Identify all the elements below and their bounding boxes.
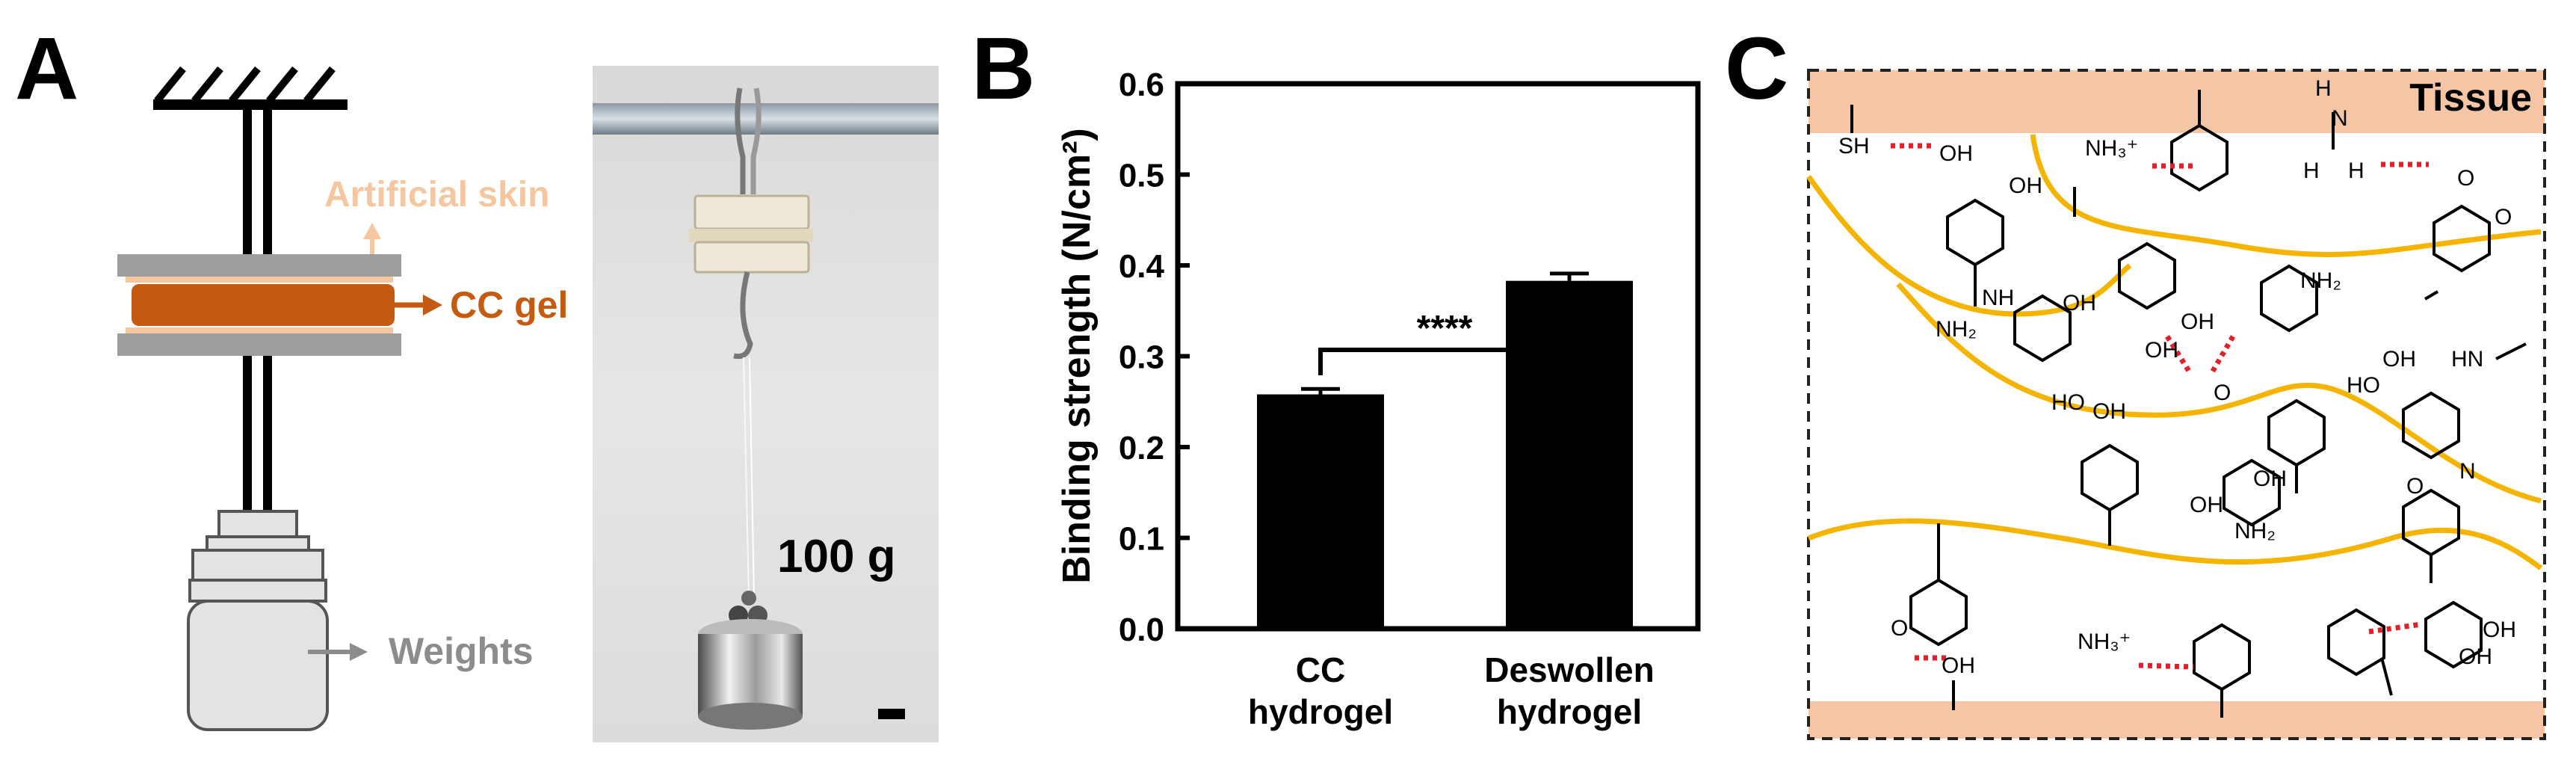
svg-text:NH₂: NH₂ <box>1936 317 1977 342</box>
aromatic-rings <box>1909 123 2491 692</box>
svg-text:OH: OH <box>2063 291 2096 315</box>
svg-text:OH: OH <box>2382 347 2416 372</box>
cc-gel-arrow <box>423 295 442 315</box>
diagram-frame <box>1807 69 2546 740</box>
y-tick-label: 0.6 <box>1119 67 1164 103</box>
svg-text:NH: NH <box>1982 286 2014 310</box>
weights-label: Weights <box>389 630 534 672</box>
bars <box>1257 271 1633 629</box>
svg-text:OH: OH <box>2459 644 2492 669</box>
tissue-label: Tissue <box>2409 76 2532 120</box>
svg-text:NH₃⁺: NH₃⁺ <box>2078 629 2131 654</box>
scale-bar <box>878 709 905 719</box>
adhesion-mechanism-diagram: Tissue <box>1806 69 2546 740</box>
y-tick-label: 0.1 <box>1119 521 1164 558</box>
svg-text:HO: HO <box>2051 390 2085 415</box>
artificial-skin-label: Artificial skin <box>324 175 549 215</box>
y-axis-label: Binding strength (N/cm²) <box>1055 128 1099 584</box>
lower-plate <box>117 333 401 356</box>
svg-text:H: H <box>2315 76 2332 101</box>
tensile-test-schematic: Artificial skin CC gel Weights <box>117 66 568 731</box>
svg-text:NH₂: NH₂ <box>2234 519 2276 543</box>
panel-b-letter: B <box>972 19 1035 118</box>
svg-text:HO: HO <box>2347 373 2380 398</box>
panel-a-letter: A <box>15 19 78 118</box>
svg-text:OH: OH <box>2253 466 2287 491</box>
bar <box>1257 394 1384 629</box>
x-category-label: CC <box>1296 650 1345 689</box>
svg-text:NH₂: NH₂ <box>2300 268 2341 293</box>
svg-text:H: H <box>2303 158 2320 183</box>
significance-label: **** <box>1417 309 1473 348</box>
tissue-bottom <box>1809 701 2545 739</box>
y-axis-ticks: 0.0 0.1 0.2 0.3 0.4 0.5 0.6 <box>1119 67 1190 648</box>
artificial-skin-bottom <box>126 327 393 333</box>
y-tick-label: 0.5 <box>1119 158 1164 194</box>
artificial-skin-top <box>126 277 393 283</box>
weight-body <box>187 600 329 731</box>
svg-text:OH: OH <box>1939 141 1973 166</box>
cc-gel-label: CC gel <box>450 284 568 326</box>
y-tick-label: 0.4 <box>1119 248 1165 285</box>
svg-text:O: O <box>2457 166 2474 191</box>
significance-bracket <box>1318 348 1572 375</box>
binding-strength-bar-chart: 0.00.10.20.30.40.50.6 CChydrogelDeswolle… <box>1055 67 1701 731</box>
svg-text:O: O <box>2406 474 2424 499</box>
svg-text:H: H <box>2348 158 2365 183</box>
bonds <box>1850 90 2527 718</box>
weights-arrow <box>350 643 368 661</box>
polymer-chains <box>1806 134 2543 570</box>
mass-label: 100 g <box>777 531 896 582</box>
x-category-label: hydrogel <box>1497 692 1642 731</box>
tissue-top <box>1809 70 2545 133</box>
y-tick-label: 0.3 <box>1119 339 1164 376</box>
panel-c-letter: C <box>1725 19 1788 118</box>
svg-text:O: O <box>1891 616 1908 641</box>
cc-gel-block <box>132 284 395 326</box>
svg-text:OH: OH <box>2181 310 2214 334</box>
x-category-label: Deswollen <box>1484 650 1655 689</box>
y-tick-label: 0.2 <box>1119 430 1164 466</box>
svg-text:O: O <box>2495 205 2512 230</box>
svg-text:OH: OH <box>2483 618 2516 642</box>
svg-text:N: N <box>2332 106 2348 131</box>
svg-text:NH₃⁺: NH₃⁺ <box>2085 136 2138 161</box>
y-tick-label: 0.0 <box>1119 612 1164 648</box>
x-category-label: hydrogel <box>1248 692 1393 731</box>
hydrogen-bonds <box>1891 143 2429 670</box>
svg-text:HN: HN <box>2451 347 2483 372</box>
svg-text:N: N <box>2459 459 2476 484</box>
svg-text:OH: OH <box>2009 173 2042 198</box>
svg-text:OH: OH <box>2190 493 2223 517</box>
bar <box>1506 280 1633 629</box>
svg-text:OH: OH <box>1942 653 1975 678</box>
svg-text:O: O <box>2214 381 2231 405</box>
svg-text:OH: OH <box>2092 399 2126 424</box>
artificial-skin-arrow <box>363 223 381 239</box>
svg-text:SH: SH <box>1838 134 1870 158</box>
atom-labels: SH OH OH NH₃⁺ N H H H O O NH OH NH₂ OH O… <box>1838 76 2516 678</box>
hanging-weight-photo: 100 g <box>593 66 939 742</box>
svg-text:OH: OH <box>2145 338 2178 363</box>
upper-plate <box>117 254 401 277</box>
